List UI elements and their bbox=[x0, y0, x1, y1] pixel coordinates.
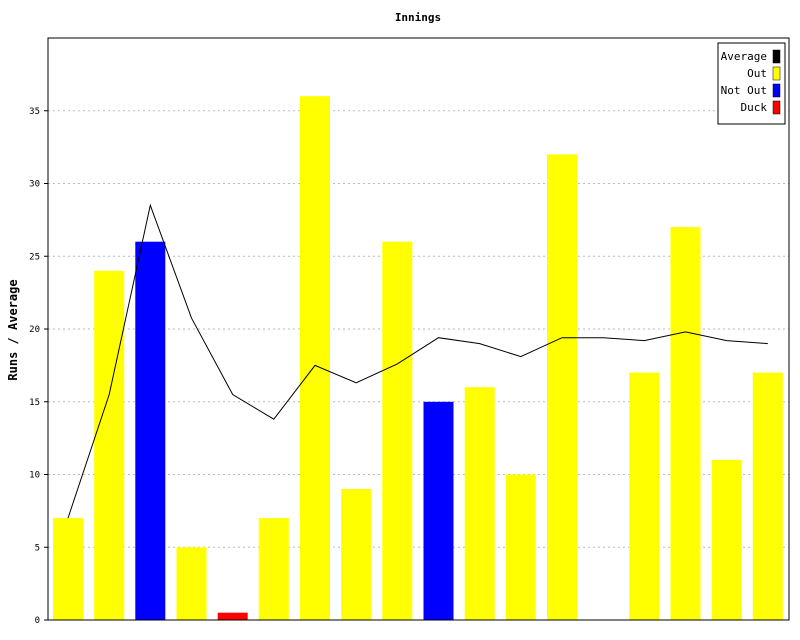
legend: Average Out Not Out Duck bbox=[717, 42, 786, 125]
legend-label: Average bbox=[721, 50, 767, 63]
average-line bbox=[67, 203, 768, 519]
bar-inning-11 bbox=[464, 387, 495, 620]
bar-inning-8 bbox=[341, 489, 372, 620]
y-tick-label: 25 bbox=[29, 252, 40, 262]
y-tick-label: 0 bbox=[35, 616, 40, 626]
y-tick-label: 10 bbox=[29, 471, 40, 481]
legend-swatch bbox=[772, 49, 781, 64]
bars bbox=[53, 96, 783, 621]
y-tick-label: 35 bbox=[29, 107, 40, 117]
bar-inning-12 bbox=[505, 474, 536, 620]
legend-label: Not Out bbox=[721, 84, 767, 97]
legend-swatch bbox=[772, 100, 781, 115]
y-tick-label: 15 bbox=[29, 398, 40, 408]
bar-inning-13 bbox=[547, 154, 577, 620]
bar-inning-7 bbox=[300, 96, 330, 620]
y-axis-label: Runs / Average bbox=[6, 279, 20, 380]
bar-inning-9 bbox=[382, 241, 413, 620]
y-tick-label: 30 bbox=[29, 180, 40, 190]
bar-inning-18 bbox=[752, 372, 783, 620]
bar-inning-16 bbox=[670, 227, 701, 620]
legend-label: Duck bbox=[741, 101, 768, 114]
bar-inning-10 bbox=[423, 401, 454, 621]
y-tick-label: 5 bbox=[35, 543, 40, 553]
grid-lines bbox=[48, 110, 789, 548]
bar-inning-6 bbox=[258, 518, 289, 620]
bar-inning-17 bbox=[711, 459, 742, 620]
bar-inning-15 bbox=[629, 372, 660, 620]
y-tick-label: 20 bbox=[29, 325, 40, 335]
bar-inning-1 bbox=[53, 518, 83, 620]
legend-swatch bbox=[772, 83, 781, 98]
bar-inning-3 bbox=[135, 241, 166, 620]
bar-inning-5 bbox=[217, 612, 248, 620]
legend-swatch bbox=[772, 66, 781, 81]
bar-inning-2 bbox=[94, 270, 125, 620]
chart-title: Innings bbox=[395, 11, 441, 24]
legend-label: Out bbox=[747, 67, 767, 80]
bar-inning-4 bbox=[176, 547, 207, 621]
y-axis-ticks: 0 5 10 15 20 25 30 35 bbox=[29, 107, 48, 626]
